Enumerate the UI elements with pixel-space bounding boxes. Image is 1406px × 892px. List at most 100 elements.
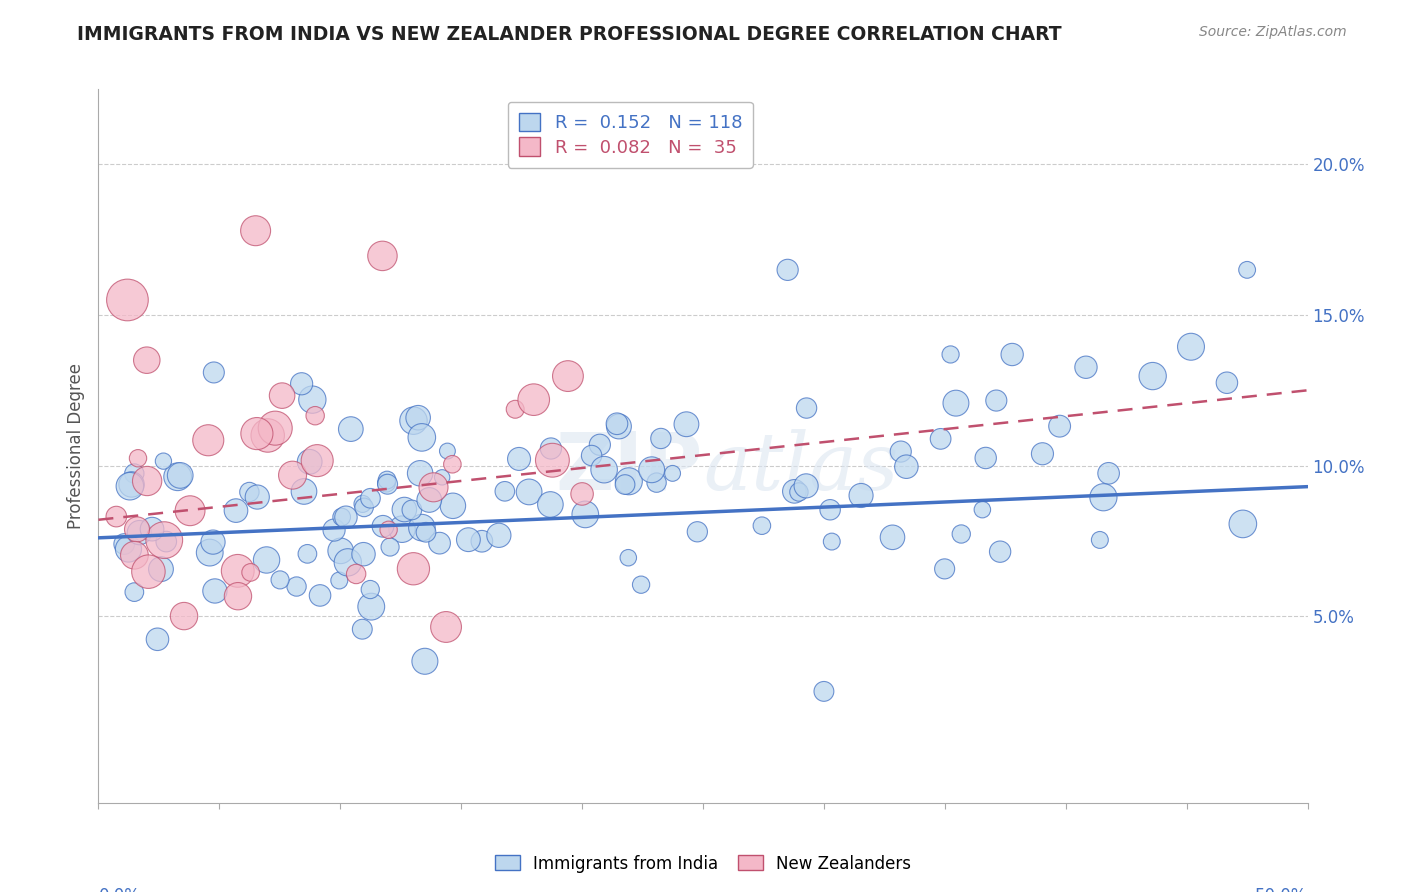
Point [359, 582, 381, 597]
Point [574, 508, 596, 522]
Point [471, 534, 494, 549]
Point [378, 540, 401, 554]
Point [986, 393, 1008, 408]
Point [225, 503, 247, 517]
Legend: R =  0.152   N = 118, R =  0.082   N =  35: R = 0.152 N = 118, R = 0.082 N = 35 [508, 102, 754, 168]
Point [105, 509, 128, 524]
Point [155, 534, 177, 549]
Point [787, 485, 810, 500]
Point [377, 523, 399, 537]
Point [1001, 347, 1024, 361]
Point [849, 488, 872, 502]
Point [335, 510, 357, 524]
Point [640, 463, 662, 477]
Point [141, 522, 163, 536]
Point [415, 525, 437, 540]
Point [135, 353, 157, 368]
Point [818, 502, 841, 516]
Point [650, 432, 672, 446]
Point [292, 484, 315, 499]
Point [1092, 490, 1115, 504]
Point [281, 468, 304, 483]
Point [796, 401, 818, 415]
Point [198, 545, 221, 559]
Point [112, 537, 135, 551]
Point [246, 490, 269, 504]
Point [136, 474, 159, 488]
Point [256, 553, 278, 567]
Point [617, 475, 640, 489]
Point [375, 476, 398, 491]
Point [783, 484, 806, 499]
Point [377, 477, 399, 491]
Point [360, 599, 382, 614]
Point [974, 450, 997, 465]
Point [751, 518, 773, 533]
Point [541, 453, 564, 467]
Point [945, 396, 967, 410]
Legend: Immigrants from India, New Zealanders: Immigrants from India, New Zealanders [488, 848, 918, 880]
Text: 50.0%: 50.0% [1256, 888, 1308, 892]
Point [503, 402, 526, 417]
Point [304, 409, 326, 423]
Point [617, 550, 640, 565]
Point [245, 224, 267, 238]
Point [328, 574, 350, 588]
Point [202, 366, 225, 380]
Point [441, 457, 464, 471]
Point [402, 414, 425, 428]
Point [285, 580, 308, 594]
Point [441, 499, 464, 513]
Point [606, 417, 628, 431]
Point [890, 444, 912, 458]
Point [301, 392, 323, 407]
Point [271, 389, 294, 403]
Point [896, 459, 918, 474]
Point [409, 467, 432, 481]
Point [138, 565, 160, 579]
Point [429, 536, 451, 550]
Point [972, 502, 994, 516]
Point [391, 522, 413, 536]
Point [508, 451, 530, 466]
Point [430, 470, 453, 484]
Point [298, 455, 321, 469]
Point [329, 544, 352, 558]
Point [117, 542, 139, 557]
Point [352, 497, 374, 511]
Text: atlas: atlas [703, 429, 898, 506]
Point [1031, 447, 1053, 461]
Point [153, 533, 176, 548]
Point [146, 632, 169, 647]
Point [488, 528, 510, 542]
Point [125, 522, 148, 536]
Point [152, 454, 174, 468]
Point [204, 584, 226, 599]
Point [686, 524, 709, 539]
Point [630, 577, 652, 591]
Point [179, 504, 201, 518]
Point [202, 535, 225, 549]
Point [226, 589, 249, 603]
Point [256, 428, 278, 442]
Point [340, 422, 363, 436]
Point [675, 417, 697, 432]
Point [494, 484, 516, 499]
Text: Source: ZipAtlas.com: Source: ZipAtlas.com [1199, 25, 1347, 39]
Point [988, 544, 1011, 558]
Point [794, 479, 817, 493]
Point [406, 410, 429, 425]
Point [1097, 467, 1119, 481]
Point [169, 468, 191, 483]
Point [173, 609, 195, 624]
Point [344, 566, 367, 581]
Point [359, 491, 381, 506]
Point [1088, 533, 1111, 547]
Point [323, 523, 346, 537]
Point [352, 622, 374, 636]
Point [538, 498, 561, 512]
Point [557, 369, 579, 384]
Point [121, 477, 143, 491]
Point [375, 473, 398, 487]
Point [309, 589, 332, 603]
